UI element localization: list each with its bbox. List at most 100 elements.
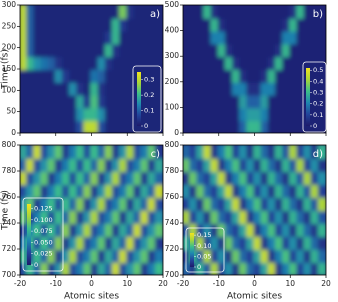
heatmap-cell	[296, 29, 306, 45]
heatmap-cell	[246, 80, 256, 96]
heatmap-cell	[303, 222, 313, 237]
heatmap-cell	[253, 183, 263, 198]
heatmap-cell	[133, 170, 143, 185]
heatmap-cell	[90, 55, 100, 70]
heatmap-cell	[33, 248, 43, 263]
x-tick-label: 0	[89, 279, 94, 288]
heatmap-cell	[303, 145, 313, 159]
heatmap-cell	[239, 68, 249, 83]
heatmap-cell	[97, 183, 107, 198]
y-tick-label: 300	[2, 0, 17, 9]
heatmap-cell	[61, 170, 72, 185]
heatmap-cell	[154, 5, 163, 19]
x-tick-label: 20	[158, 279, 168, 288]
heatmap-cell	[111, 55, 122, 70]
heatmap-cell	[111, 5, 122, 19]
heatmap-cell	[274, 93, 285, 109]
heatmap-cell	[104, 248, 114, 263]
heatmap-cell	[119, 248, 129, 263]
heatmap-cell	[239, 55, 249, 70]
heatmap-cell	[296, 183, 306, 198]
heatmap-cell	[310, 157, 320, 172]
heatmap-cell	[282, 209, 292, 224]
heatmap-cell	[224, 42, 235, 58]
y-tick-label: 740	[165, 218, 180, 227]
heatmap-cell	[20, 196, 29, 211]
heatmap-cell	[224, 261, 235, 275]
heatmap-cell	[61, 209, 72, 224]
heatmap-cell	[217, 196, 227, 211]
heatmap-cell	[217, 248, 227, 263]
heatmap-cell	[61, 145, 72, 159]
heatmap-cell	[76, 42, 86, 58]
heatmap-cell	[239, 222, 249, 237]
heatmap-cell	[310, 42, 320, 58]
heatmap-cell	[40, 222, 50, 237]
heatmap-cell	[119, 55, 129, 70]
heatmap-cell	[111, 183, 122, 198]
heatmap-cell	[217, 170, 227, 185]
heatmap-cell	[267, 261, 277, 275]
heatmap-cell	[61, 196, 72, 211]
heatmap-cell	[104, 42, 114, 58]
heatmap-cell	[154, 16, 163, 32]
heatmap-cell	[260, 80, 270, 96]
heatmap-cell	[20, 16, 29, 32]
heatmap-cell	[154, 68, 163, 83]
y-tick-label: 800	[2, 140, 17, 149]
heatmap-cell	[40, 16, 50, 32]
heatmap-cell	[26, 145, 36, 159]
heatmap-cell	[54, 55, 64, 70]
colorbar-tick-label: 0	[144, 122, 148, 130]
heatmap-cell	[260, 261, 270, 275]
heatmap-cell	[76, 93, 86, 109]
heatmap-cell	[246, 16, 256, 32]
heatmap-cell	[217, 42, 227, 58]
heatmap-cell	[282, 119, 292, 133]
heatmap-cell	[126, 209, 136, 224]
heatmap-cell	[267, 55, 277, 70]
heatmap-cell	[33, 68, 43, 83]
heatmap-cell	[303, 170, 313, 185]
x-tick-label: -10	[50, 279, 62, 288]
heatmap-cell	[111, 157, 122, 172]
heatmap-cell	[133, 157, 143, 172]
y-tick-label: 760	[165, 192, 180, 201]
heatmap-cell	[126, 119, 136, 133]
heatmap-cell	[40, 119, 50, 133]
heatmap-cell	[253, 5, 263, 19]
heatmap-cell	[126, 42, 136, 58]
heatmap-cell	[317, 16, 326, 32]
heatmap-cell	[210, 42, 220, 58]
heatmap-cell	[40, 5, 50, 19]
heatmap-cell	[90, 235, 100, 250]
heatmap-cell	[239, 183, 249, 198]
heatmap-cell	[119, 261, 129, 275]
heatmap-cell	[296, 196, 306, 211]
heatmap-cell	[310, 80, 320, 96]
heatmap-cell	[126, 5, 136, 19]
heatmap-cell	[90, 16, 100, 32]
heatmap-cell	[196, 261, 206, 275]
heatmap-cell	[147, 42, 157, 58]
heatmap-cell	[33, 5, 43, 19]
heatmap-cell	[20, 183, 29, 198]
heatmap-cell	[217, 183, 227, 198]
heatmap-cell	[97, 235, 107, 250]
heatmap-cell	[210, 5, 220, 19]
heatmap-cell	[69, 55, 79, 70]
heatmap-cell	[40, 55, 50, 70]
heatmap-cell	[317, 68, 326, 83]
heatmap-cell	[154, 170, 163, 185]
heatmap-cell	[296, 5, 306, 19]
heatmap-cell	[224, 170, 235, 185]
heatmap-cell	[54, 157, 64, 172]
heatmap-cell	[267, 80, 277, 96]
heatmap-cell	[26, 68, 36, 83]
heatmap-cell	[203, 248, 213, 263]
heatmap-cell	[239, 80, 249, 96]
heatmap-cell	[289, 119, 299, 133]
colorbar-tick-label: 0	[313, 122, 317, 130]
heatmap-cell	[267, 170, 277, 185]
heatmap-cell	[232, 261, 242, 275]
